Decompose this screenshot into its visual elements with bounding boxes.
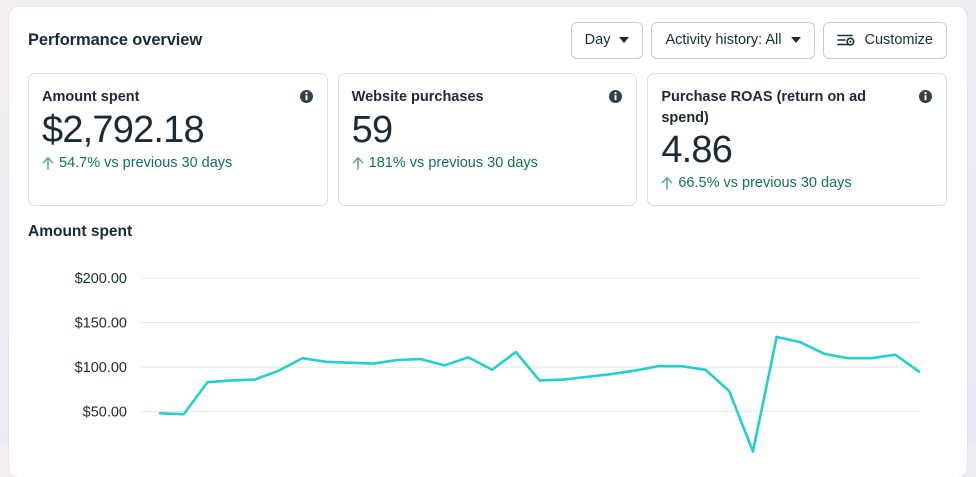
chart-gridlines [141,277,919,413]
metric-label: Website purchases [351,89,484,105]
metric-delta: 181% vs previous 30 days [352,155,623,171]
y-axis-tick-label: $50.00 [83,405,127,421]
chart-line-series [158,335,921,453]
metric-card-website-purchases[interactable]: Website purchases 59 181% vs previous 30… [337,73,638,206]
amount-spent-line-chart[interactable]: $200.00 $150.00 $100.00 $50.00 [28,249,947,464]
chart-block: Amount spent $200.00 $150.00 $100.00 $50.00 [9,206,967,464]
chart-svg: $200.00 $150.00 $100.00 $50.00 [75,271,921,453]
performance-overview-panel: Performance overview Day Activity histor… [9,7,967,477]
metric-value: 59 [351,109,393,152]
sliders-icon [836,34,854,46]
customize-button-label: Customize [864,32,934,48]
arrow-up-icon [352,157,364,170]
metric-label: Amount spent [42,89,140,105]
chart-y-axis-tick-labels: $200.00 $150.00 $100.00 $50.00 [75,271,127,420]
arrow-up-icon [661,177,673,190]
y-axis-tick-label: $200.00 [75,271,127,287]
metric-delta: 54.7% vs previous 30 days [42,155,313,171]
activity-history-dropdown-label: Activity history: All [665,32,782,48]
metric-value: 4.86 [661,129,733,172]
metric-label: Purchase ROAS (return on ad spend) [661,89,866,127]
metric-header: Website purchases [352,87,623,108]
activity-history-dropdown[interactable]: Activity history: All [651,21,815,59]
metric-value: $2,792.18 [42,109,205,152]
arrow-up-icon [42,157,54,170]
customize-button[interactable]: Customize [822,21,947,59]
day-dropdown[interactable]: Day [570,21,644,59]
metric-delta-text: 66.5% vs previous 30 days [678,174,852,191]
header-controls: Day Activity history: All Customize [570,21,947,59]
info-icon[interactable] [919,90,933,103]
info-icon[interactable] [609,90,623,103]
y-axis-tick-label: $100.00 [75,360,127,376]
metric-card-purchase-roas[interactable]: Purchase ROAS (return on ad spend) 4.86 … [647,73,948,206]
y-axis-tick-label: $150.00 [75,316,127,332]
chart-title: Amount spent [28,223,133,240]
metric-card-amount-spent[interactable]: Amount spent $2,792.18 54.7% vs previous… [28,73,328,206]
metric-header: Purchase ROAS (return on ad spend) [661,87,933,129]
metric-delta-text: 181% vs previous 30 days [368,154,538,171]
metric-delta: 66.5% vs previous 30 days [661,175,932,191]
day-dropdown-label: Day [584,32,611,48]
chevron-down-icon [619,37,630,43]
metric-delta-text: 54.7% vs previous 30 days [59,154,233,171]
chevron-down-icon [790,37,801,43]
page-title: Performance overview [28,30,203,49]
panel-header: Performance overview Day Activity histor… [9,7,967,73]
info-icon[interactable] [299,90,313,103]
metric-header: Amount spent [42,87,313,108]
metric-cards-row: Amount spent $2,792.18 54.7% vs previous… [9,73,967,206]
